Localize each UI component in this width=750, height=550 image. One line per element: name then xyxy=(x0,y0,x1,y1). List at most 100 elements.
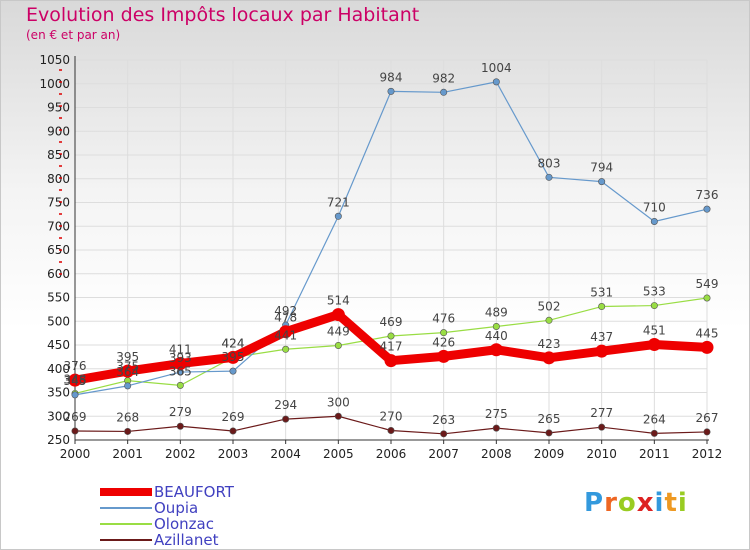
y-tick-label: 450 xyxy=(47,338,70,352)
data-label-azillanet: 277 xyxy=(590,406,613,420)
y-tick-label: 1000 xyxy=(39,77,70,91)
data-point-beaufort xyxy=(700,340,714,354)
data-point-azillanet xyxy=(334,412,342,420)
data-label-oupia: 492 xyxy=(274,304,297,318)
data-point-olonzac xyxy=(598,303,606,311)
data-point-oupia xyxy=(71,391,79,399)
data-point-azillanet xyxy=(545,429,553,437)
legend-label: BEAUFORT xyxy=(154,483,234,501)
data-label-olonzac: 348 xyxy=(64,372,87,386)
data-point-azillanet xyxy=(650,429,658,437)
data-point-oupia xyxy=(598,178,606,186)
data-label-oupia: 395 xyxy=(222,350,245,364)
data-label-azillanet: 300 xyxy=(327,395,350,409)
data-label-olonzac: 502 xyxy=(538,299,561,313)
x-tick-label: 2004 xyxy=(270,447,301,461)
data-label-azillanet: 279 xyxy=(169,405,192,419)
x-tick-label: 2007 xyxy=(428,447,459,461)
data-label-olonzac: 375 xyxy=(116,360,139,374)
data-point-beaufort xyxy=(173,357,187,371)
data-label-azillanet: 268 xyxy=(116,410,139,424)
data-point-oupia xyxy=(650,218,658,226)
data-point-azillanet xyxy=(598,423,606,431)
x-tick-label: 2000 xyxy=(60,447,91,461)
data-label-beaufort: 426 xyxy=(432,335,455,349)
data-label-olonzac: 441 xyxy=(274,328,297,342)
data-label-oupia: 803 xyxy=(538,156,561,170)
data-label-beaufort: 417 xyxy=(380,340,403,354)
data-label-azillanet: 269 xyxy=(64,410,87,424)
data-label-azillanet: 263 xyxy=(432,413,455,427)
data-point-olonzac xyxy=(440,329,448,337)
data-label-oupia: 736 xyxy=(696,188,719,202)
y-tick-label: 950 xyxy=(47,101,70,115)
data-label-oupia: 1004 xyxy=(481,61,512,75)
data-point-beaufort xyxy=(331,308,345,322)
data-point-azillanet xyxy=(703,428,711,436)
data-label-olonzac: 424 xyxy=(222,336,245,350)
data-point-oupia xyxy=(703,205,711,213)
legend-swatch xyxy=(100,539,152,541)
data-label-azillanet: 270 xyxy=(380,410,403,424)
x-tick-label: 2012 xyxy=(692,447,723,461)
data-label-olonzac: 449 xyxy=(327,324,350,338)
data-point-olonzac xyxy=(650,302,658,310)
data-point-olonzac xyxy=(282,345,290,353)
legend-swatch xyxy=(100,488,152,496)
data-point-olonzac xyxy=(703,294,711,302)
x-tick-label: 2009 xyxy=(534,447,565,461)
data-label-oupia: 364 xyxy=(116,365,139,379)
data-label-beaufort: 514 xyxy=(327,294,350,308)
logo-letter: i xyxy=(677,488,688,518)
data-point-azillanet xyxy=(492,424,500,432)
y-tick-label: 650 xyxy=(47,243,70,257)
data-label-olonzac: 476 xyxy=(432,312,455,326)
chart-subtitle: (en € et par an) xyxy=(26,28,121,42)
logo-letter: t xyxy=(664,488,678,518)
legend-swatch xyxy=(100,507,152,509)
data-point-beaufort xyxy=(121,364,135,378)
data-point-oupia xyxy=(334,212,342,220)
legend-label: Azillanet xyxy=(154,531,219,549)
y-tick-label: 500 xyxy=(47,314,70,328)
y-tick-label: 600 xyxy=(47,267,70,281)
data-point-beaufort xyxy=(279,325,293,339)
data-label-beaufort: 395 xyxy=(116,350,139,364)
data-point-beaufort xyxy=(542,351,556,365)
y-tick-label: 300 xyxy=(47,409,70,423)
data-label-oupia: 345 xyxy=(64,374,87,388)
proxiti-logo: Proxiti xyxy=(584,488,688,518)
data-label-oupia: 984 xyxy=(380,70,403,84)
data-label-beaufort: 445 xyxy=(696,326,719,340)
data-point-azillanet xyxy=(282,415,290,423)
legend-label: Oupia xyxy=(154,499,199,517)
data-label-olonzac: 549 xyxy=(696,277,719,291)
x-tick-label: 2008 xyxy=(481,447,512,461)
data-label-azillanet: 264 xyxy=(643,412,666,426)
data-point-oupia xyxy=(387,87,395,95)
data-label-beaufort: 478 xyxy=(274,311,297,325)
data-label-azillanet: 267 xyxy=(696,411,719,425)
logo-letter: P xyxy=(584,488,605,518)
data-point-beaufort xyxy=(437,349,451,363)
logo-letter: x xyxy=(636,488,655,518)
data-label-beaufort: 437 xyxy=(590,330,613,344)
data-point-olonzac xyxy=(176,381,184,389)
y-tick-label: 550 xyxy=(47,291,70,305)
data-label-beaufort: 451 xyxy=(643,324,666,338)
data-point-oupia xyxy=(124,382,132,390)
x-tick-label: 2011 xyxy=(639,447,670,461)
y-tick-label: 850 xyxy=(47,148,70,162)
y-tick-label: 800 xyxy=(47,172,70,186)
legend-swatch xyxy=(100,523,152,525)
data-label-azillanet: 269 xyxy=(222,410,245,424)
y-tick-label: 700 xyxy=(47,219,70,233)
data-point-azillanet xyxy=(440,430,448,438)
y-tick-label: 400 xyxy=(47,362,70,376)
data-point-beaufort xyxy=(489,343,503,357)
data-point-oupia xyxy=(440,88,448,96)
data-point-olonzac xyxy=(492,322,500,330)
data-label-azillanet: 294 xyxy=(274,398,297,412)
data-point-oupia xyxy=(545,173,553,181)
